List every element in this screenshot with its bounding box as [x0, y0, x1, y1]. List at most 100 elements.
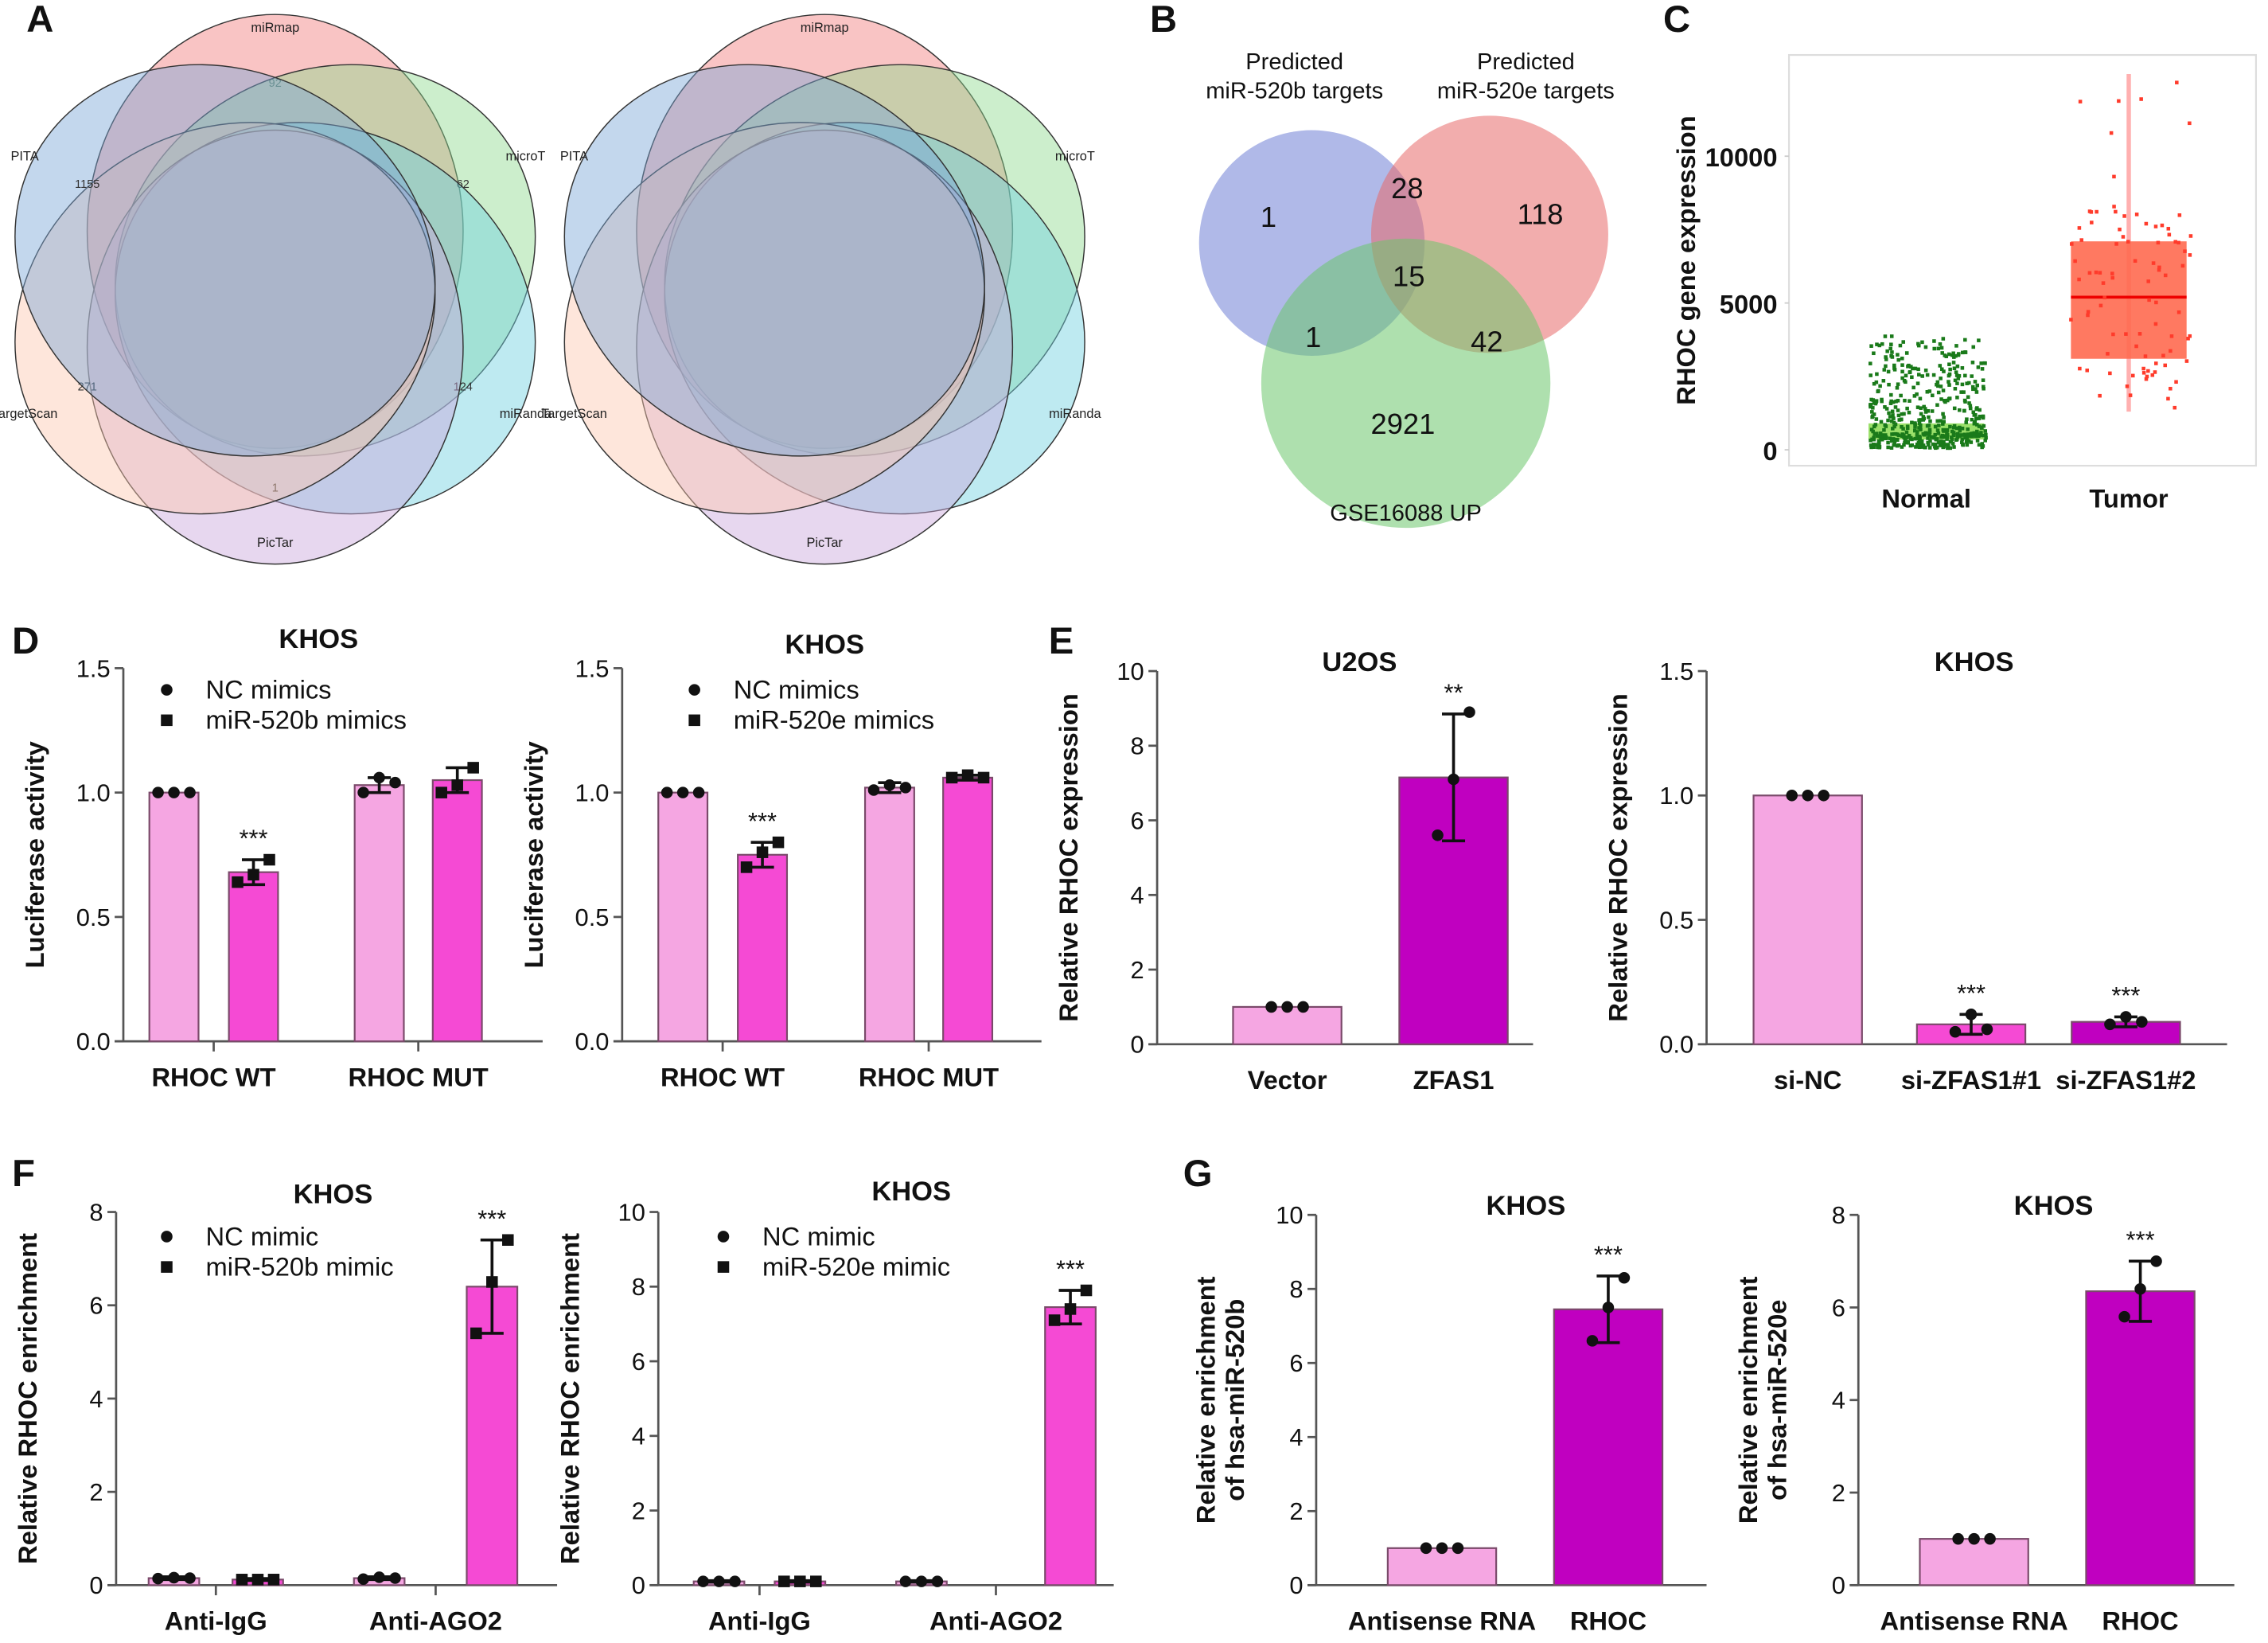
- significance-label: ***: [1957, 979, 1985, 1007]
- data-point: [1978, 414, 1982, 419]
- data-point: [2153, 224, 2158, 228]
- data-point: [1893, 405, 1898, 409]
- data-point: [1939, 384, 1943, 388]
- venn-region-count: 15: [1393, 260, 1424, 293]
- y-tick-label: 0.0: [575, 1028, 610, 1056]
- data-point: [1900, 434, 1904, 439]
- legend-marker-square: [161, 714, 173, 727]
- data-point: [2098, 393, 2102, 398]
- data-point: [1948, 367, 1952, 372]
- legend-label: NC mimic: [762, 1221, 875, 1251]
- y-tick-label: 2: [1832, 1479, 1845, 1507]
- data-point: [1917, 436, 1921, 440]
- y-axis-label: of hsa-miR-520e: [1762, 1300, 1791, 1501]
- data-point: [1870, 415, 1874, 420]
- data-point: [1959, 390, 1963, 394]
- data-point: [1874, 431, 1879, 435]
- data-point: [1869, 373, 1872, 377]
- data-point: [1974, 416, 1978, 421]
- data-point: [1802, 790, 1814, 802]
- data-point: [2089, 210, 2094, 214]
- data-point: [1871, 398, 1876, 402]
- data-point: [1900, 417, 1904, 422]
- data-point: [1884, 435, 1888, 439]
- data-point: [1981, 433, 1985, 438]
- data-point: [1900, 425, 1904, 429]
- data-point: [1945, 428, 1950, 432]
- data-point: [1962, 390, 1966, 394]
- data-point: [1931, 442, 1935, 447]
- data-point: [1874, 380, 1879, 384]
- data-point: [1889, 446, 1894, 450]
- data-point: [2154, 361, 2158, 365]
- data-point: [1955, 432, 1959, 437]
- data-point: [1889, 419, 1894, 423]
- data-point: [915, 1575, 928, 1587]
- data-point: [1942, 441, 1946, 446]
- data-point: [1877, 440, 1881, 444]
- data-point: [1881, 379, 1886, 383]
- venn-region-count: 2921: [1371, 408, 1436, 440]
- data-point: [1972, 432, 1977, 436]
- data-point: [1904, 435, 1909, 439]
- data-point: [1869, 404, 1872, 409]
- data-point: [2153, 370, 2157, 374]
- data-point: [931, 1575, 944, 1587]
- chart-title: KHOS: [279, 624, 358, 654]
- data-point: [1934, 446, 1938, 451]
- legend-marker-square: [717, 1261, 730, 1273]
- chart-title: U2OS: [1322, 647, 1397, 677]
- data-point: [1913, 421, 1917, 425]
- data-point: [1872, 424, 1876, 429]
- data-point: [2141, 366, 2145, 371]
- data-point: [1941, 388, 1946, 392]
- data-point: [1952, 1532, 1964, 1545]
- data-point: [1869, 445, 1873, 450]
- data-point: [1932, 346, 1937, 351]
- x-tick-label: Anti-AGO2: [929, 1606, 1062, 1636]
- x-tick-label: RHOC WT: [661, 1062, 785, 1091]
- legend-marker-square: [161, 1261, 173, 1273]
- x-tick-label: ZFAS1: [1413, 1065, 1494, 1095]
- x-tick-label: si-NC: [1774, 1065, 1841, 1095]
- data-point: [1891, 400, 1896, 404]
- data-point: [152, 786, 164, 798]
- data-point: [1933, 432, 1938, 437]
- legend-label: miR-520e mimic: [762, 1252, 950, 1282]
- data-point: [1973, 380, 1978, 384]
- data-point: [1896, 399, 1900, 403]
- data-point: [1873, 423, 1878, 427]
- data-point: [1967, 381, 1971, 385]
- data-point: [883, 779, 896, 791]
- data-point: [1951, 431, 1956, 435]
- y-tick-label: 4: [1289, 1423, 1303, 1451]
- data-point: [1908, 399, 1911, 403]
- bar: [1553, 1308, 1664, 1586]
- data-point: [1963, 350, 1968, 354]
- data-point: [1080, 1284, 1093, 1297]
- data-point: [1947, 362, 1951, 366]
- data-point: [1869, 443, 1873, 447]
- data-point: [1927, 427, 1932, 432]
- chart-title: KHOS: [871, 1177, 951, 1207]
- data-point: [1966, 395, 1970, 400]
- data-point: [2188, 253, 2192, 257]
- data-point: [1976, 365, 1981, 369]
- data-point: [1900, 445, 1904, 449]
- bar-chart-panel-g: KHOS 0 2 4 6 8 Relative enrichment of hsa-miR-5…: [1733, 1191, 2235, 1636]
- data-point: [2122, 214, 2126, 218]
- data-point: [1957, 373, 1962, 378]
- bar-chart-panel-f: KHOS 0 2 4 6 8 10 Relative RHOC enrichment Anti-…: [555, 1177, 1114, 1636]
- bar-chart-panel-f: KHOS 0 2 4 6 8 Relative RHOC enrichment Anti-Ig…: [13, 1180, 558, 1636]
- data-point: [2134, 1282, 2146, 1295]
- data-point: [1917, 418, 1921, 422]
- data-point: [1902, 378, 1907, 383]
- data-point: [1936, 440, 1941, 444]
- data-point: [1923, 445, 1927, 450]
- data-point: [2174, 380, 2178, 384]
- data-point: [1946, 398, 1950, 403]
- data-point: [2143, 354, 2148, 358]
- data-point: [1887, 411, 1891, 416]
- data-point: [2069, 318, 2073, 322]
